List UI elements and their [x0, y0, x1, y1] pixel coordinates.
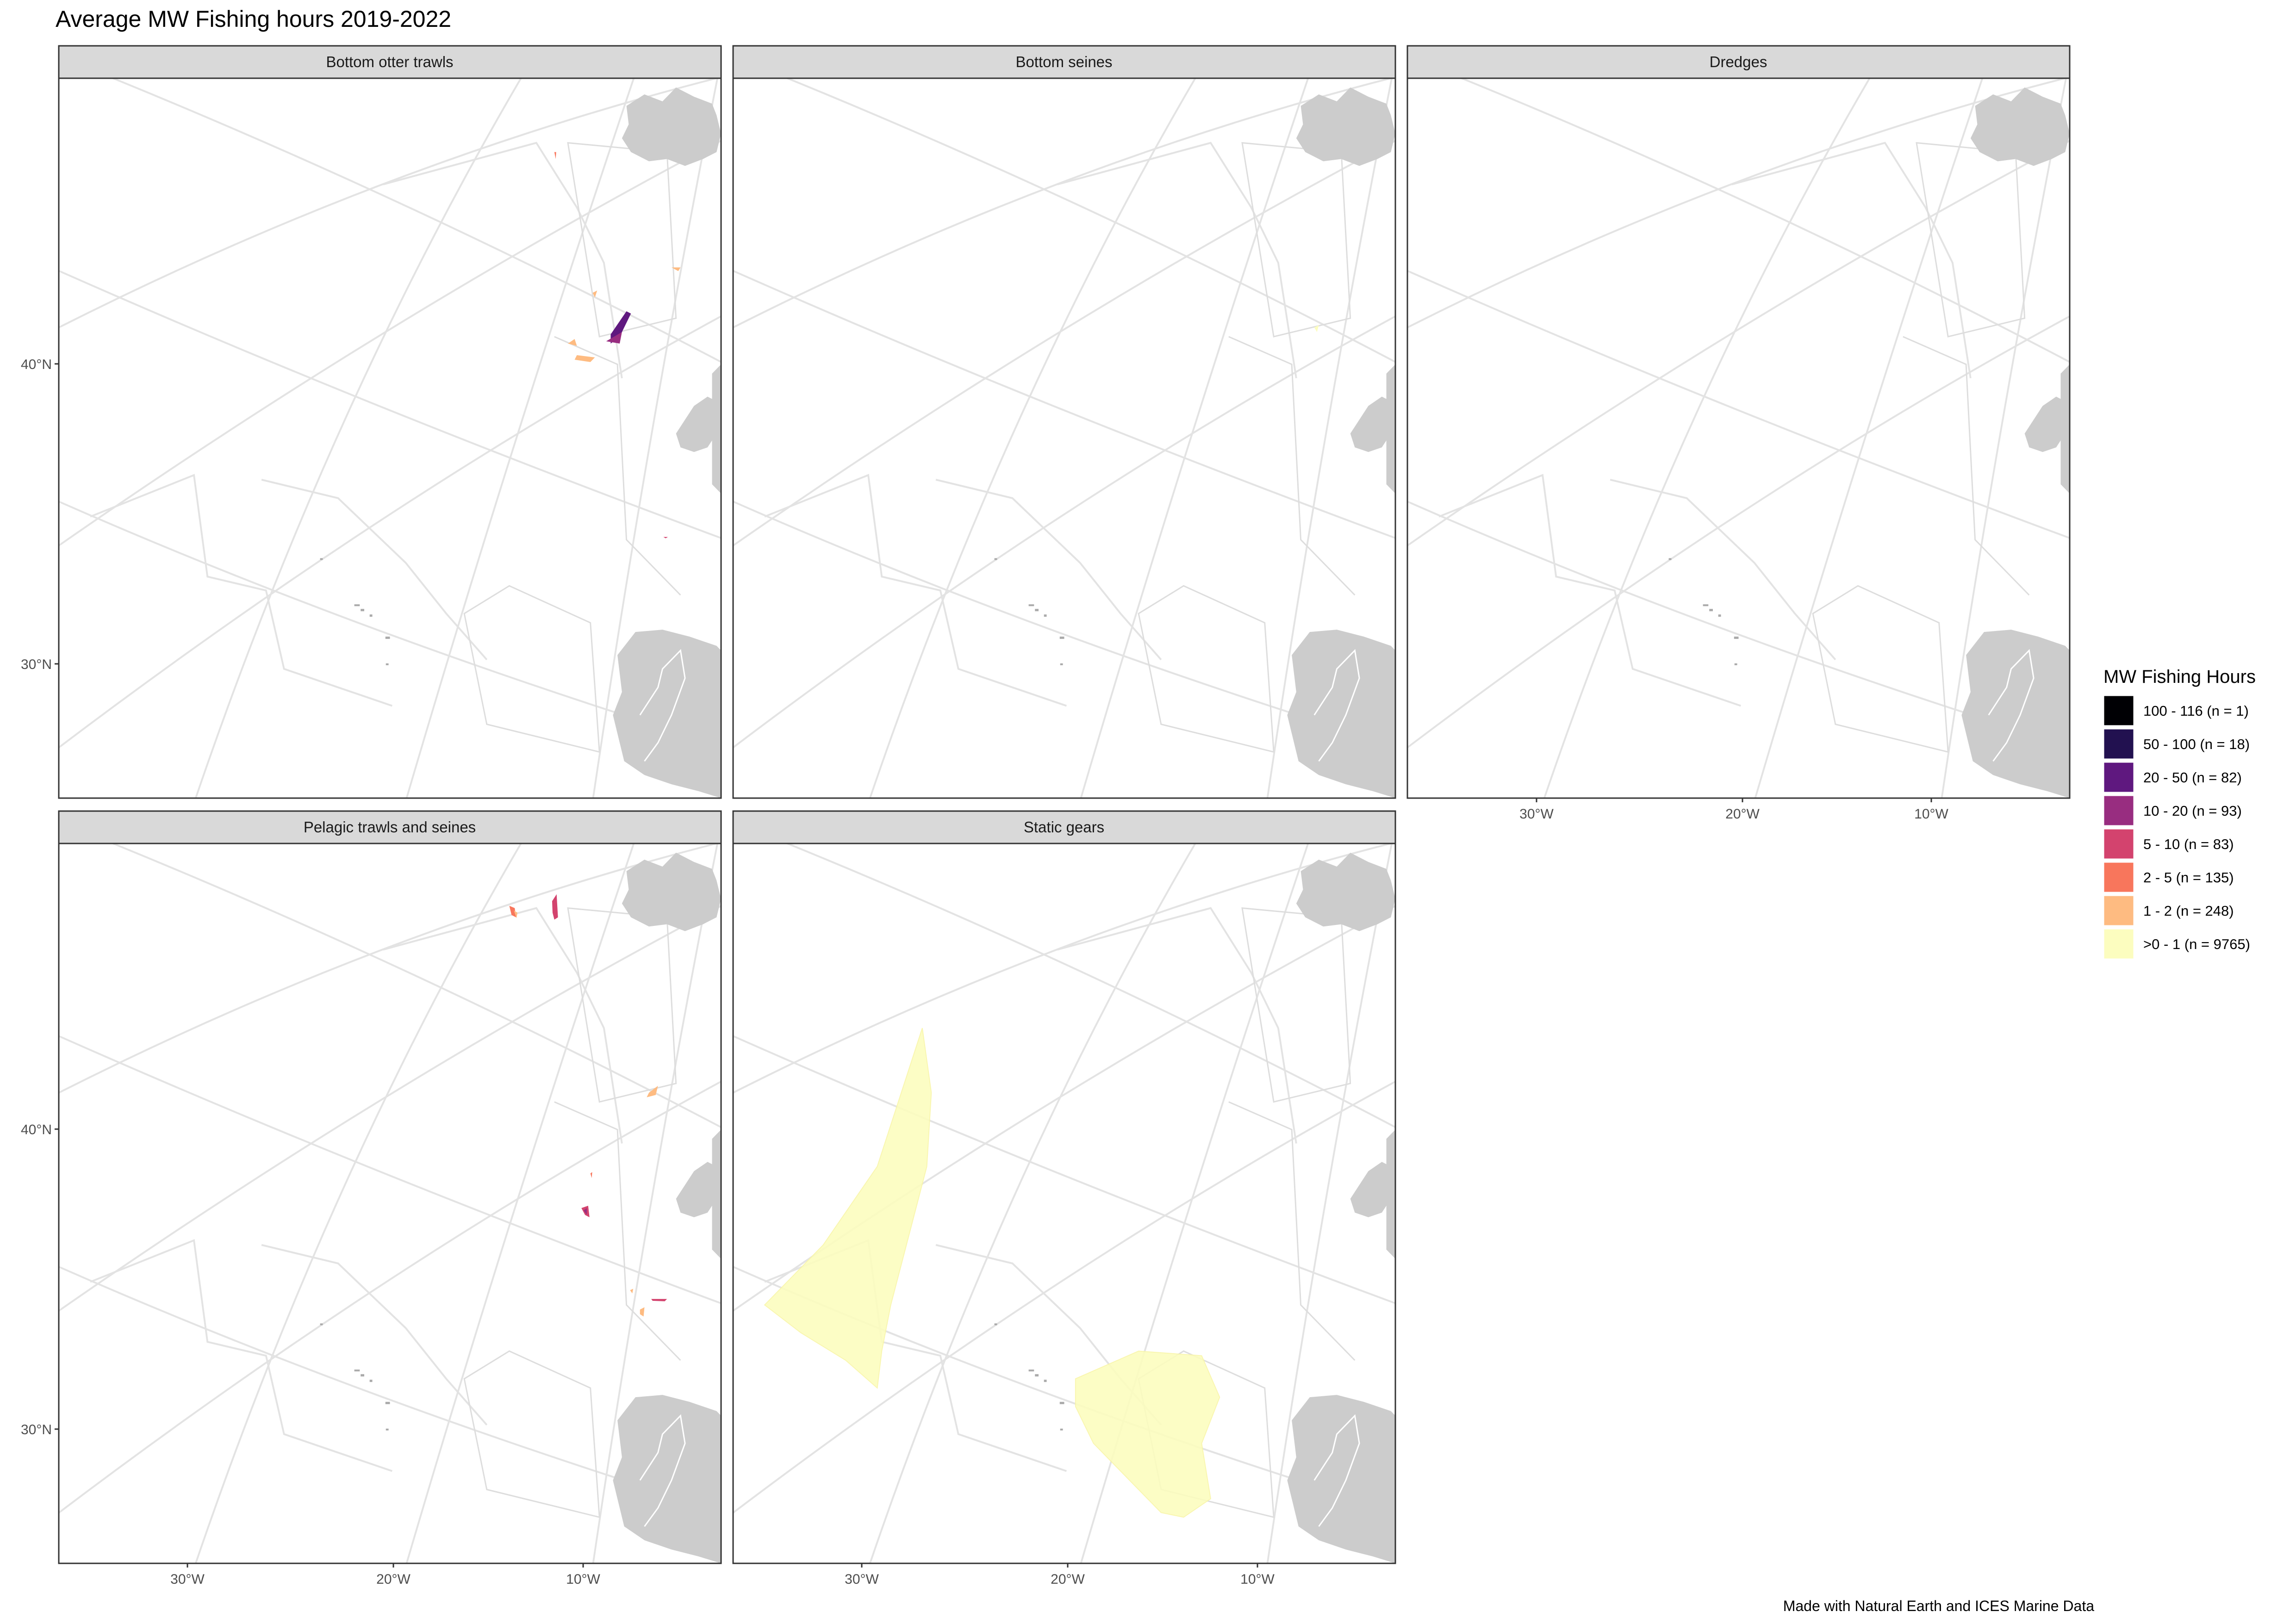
legend-swatch — [2103, 694, 2135, 727]
x-axis-static: 30°W 20°W 10°W — [845, 1563, 1275, 1587]
legend-item: 20 - 50 (n = 82) — [2103, 761, 2242, 793]
legend-item: >0 - 1 (n = 9765) — [2103, 928, 2250, 960]
x-tick-label: 20°W — [1051, 1572, 1085, 1587]
legend-label: 20 - 50 (n = 82) — [2143, 769, 2242, 786]
x-tick-label: 20°W — [376, 1572, 411, 1587]
panel-label: Bottom seines — [1015, 53, 1112, 70]
fishing-effort-cells — [509, 894, 667, 1317]
legend-items: 100 - 116 (n = 1) 50 - 100 (n = 18) 20 - 5… — [2103, 694, 2250, 960]
fishing-effort-cells — [554, 152, 681, 538]
legend-swatch — [2103, 861, 2135, 893]
panel-bottom-seines: Bottom seines — [732, 45, 1396, 799]
legend-swatch — [2103, 761, 2135, 793]
legend-label: 5 - 10 (n = 83) — [2143, 836, 2234, 852]
legend-swatch — [2103, 928, 2135, 960]
legend: MW Fishing Hours 100 - 116 (n = 1) 50 - 1… — [2103, 667, 2256, 960]
panel-pelagic-trawls-and-seines: Pelagic trawls and seines — [58, 810, 722, 1564]
y-tick-label: 30°N — [21, 657, 52, 672]
legend-swatch — [2103, 794, 2135, 827]
legend-item: 5 - 10 (n = 83) — [2103, 828, 2234, 860]
fishing-effort-cells — [764, 1028, 1220, 1518]
legend-label: >0 - 1 (n = 9765) — [2143, 936, 2250, 952]
panel-label: Pelagic trawls and seines — [304, 818, 476, 836]
figure-title: Average MW Fishing hours 2019-2022 — [56, 6, 451, 32]
panel-label: Static gears — [1024, 818, 1104, 836]
panel-static-gears: Static gears — [732, 810, 1396, 1564]
x-tick-label: 30°W — [170, 1572, 205, 1587]
legend-label: 1 - 2 (n = 248) — [2143, 903, 2234, 919]
panel-dredges: Dredges — [1406, 45, 2071, 799]
y-tick-label: 40°N — [21, 357, 52, 372]
legend-swatch — [2103, 828, 2135, 860]
x-axis-dredges: 30°W 20°W 10°W — [1519, 798, 1949, 822]
legend-item: 50 - 100 (n = 18) — [2103, 728, 2250, 760]
legend-label: 2 - 5 (n = 135) — [2143, 869, 2234, 886]
x-tick-label: 10°W — [1914, 806, 1948, 822]
panel-label: Dredges — [1710, 53, 1767, 70]
x-tick-label: 30°W — [845, 1572, 879, 1587]
legend-label: 50 - 100 (n = 18) — [2143, 736, 2250, 752]
caption: Made with Natural Earth and ICES Marine … — [1783, 1598, 2095, 1614]
legend-label: 10 - 20 (n = 93) — [2143, 803, 2242, 819]
legend-label: 100 - 116 (n = 1) — [2143, 703, 2249, 719]
legend-item: 10 - 20 (n = 93) — [2103, 794, 2242, 827]
legend-swatch — [2103, 894, 2135, 927]
x-tick-label: 10°W — [566, 1572, 600, 1587]
x-tick-label: 20°W — [1725, 806, 1760, 822]
legend-item: 2 - 5 (n = 135) — [2103, 861, 2234, 893]
panel-bottom-otter-trawls: Bottom otter trawls — [58, 45, 722, 799]
x-tick-label: 30°W — [1519, 806, 1554, 822]
y-axis-top: 40°N 30°N — [21, 357, 59, 672]
legend-swatch — [2103, 728, 2135, 760]
x-axis-pelagic: 30°W 20°W 10°W — [170, 1563, 601, 1587]
y-tick-label: 40°N — [21, 1122, 52, 1137]
y-axis-bottom: 40°N 30°N — [21, 1122, 59, 1437]
x-tick-label: 10°W — [1240, 1572, 1275, 1587]
legend-title: MW Fishing Hours — [2103, 667, 2256, 687]
panel-label: Bottom otter trawls — [326, 53, 453, 70]
fishing-effort-cells — [1314, 325, 1319, 332]
y-tick-label: 30°N — [21, 1422, 52, 1437]
legend-item: 1 - 2 (n = 248) — [2103, 894, 2234, 927]
legend-item: 100 - 116 (n = 1) — [2103, 694, 2249, 727]
